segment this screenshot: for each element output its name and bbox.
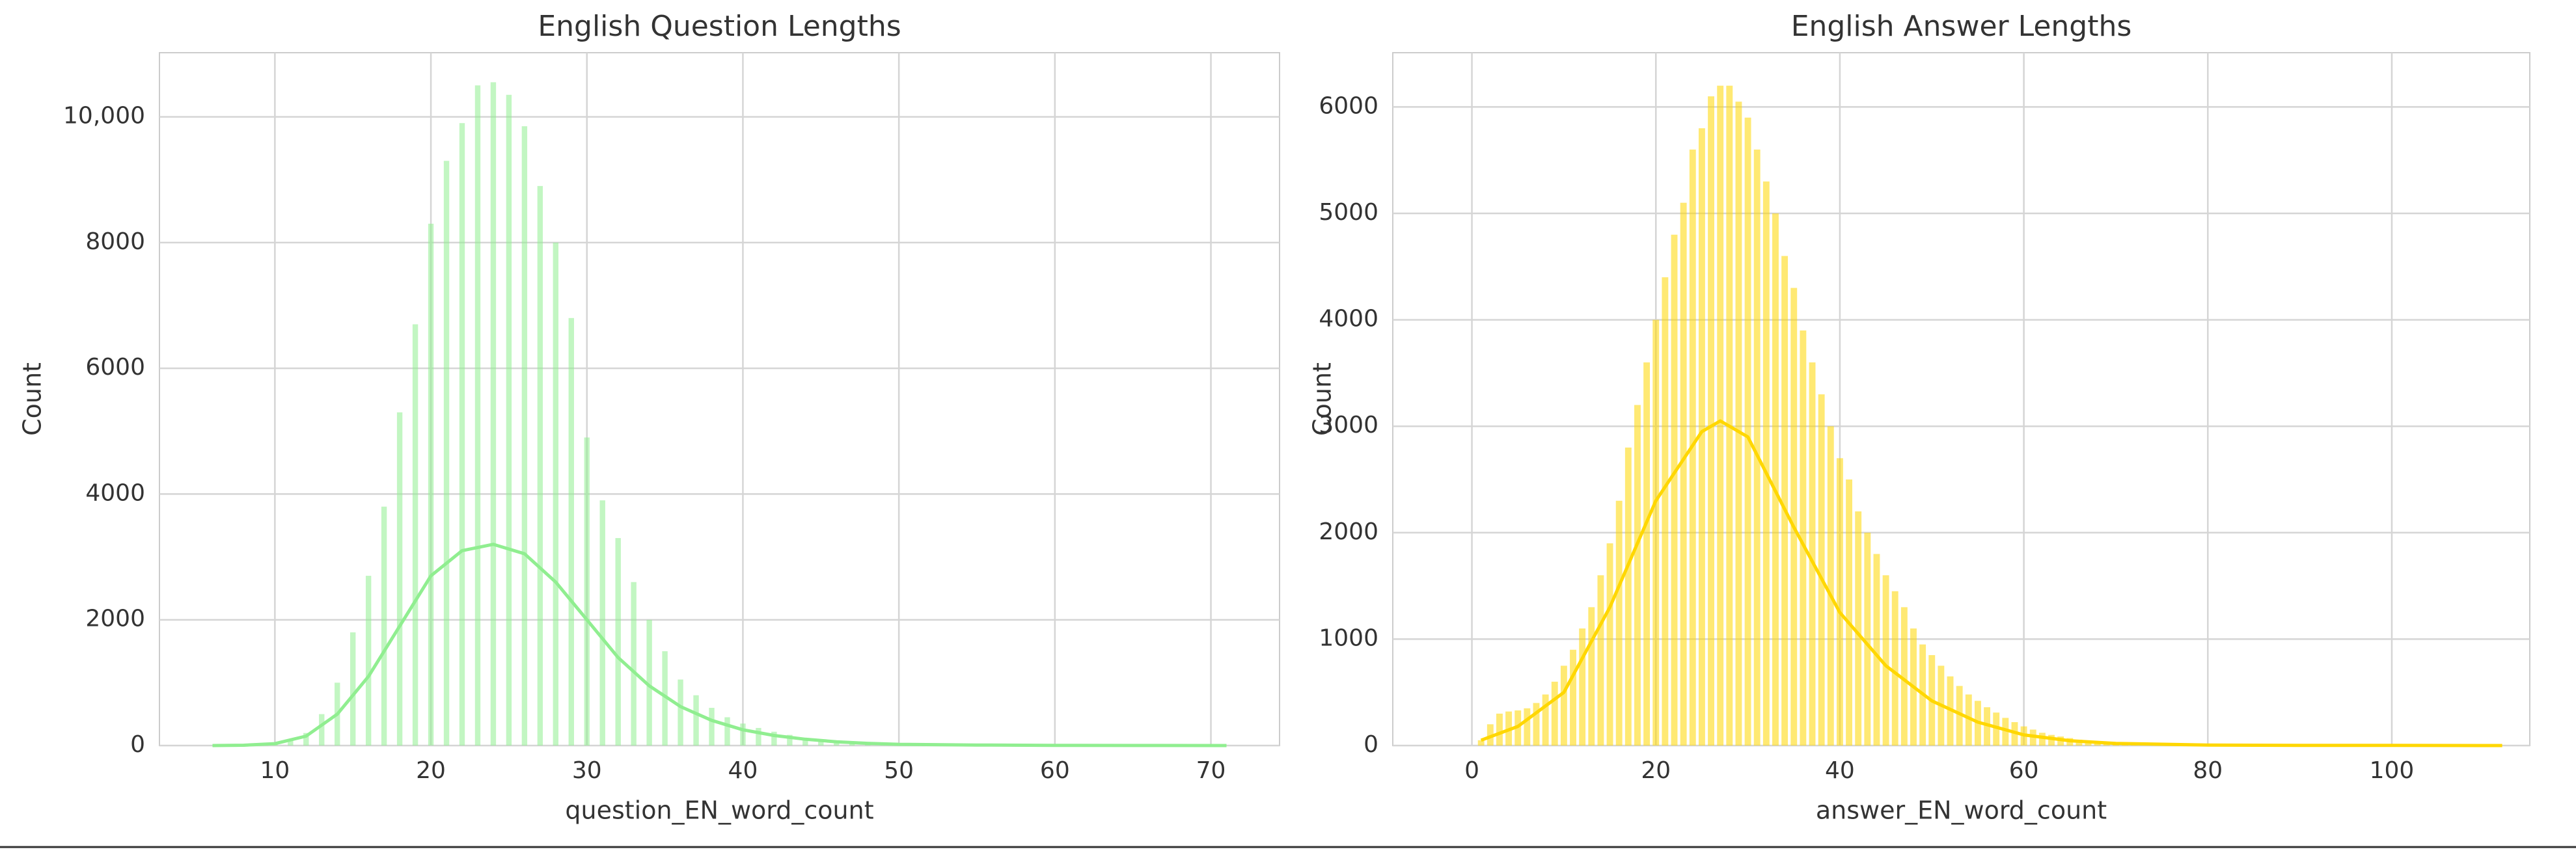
bar <box>2039 733 2046 746</box>
bar <box>1828 426 1834 746</box>
bar <box>1745 118 1751 746</box>
bar <box>319 714 324 746</box>
bar <box>366 576 371 746</box>
bar <box>1846 479 1852 746</box>
x-tick-label: 60 <box>2009 757 2039 784</box>
x-tick-label: 20 <box>1641 757 1671 784</box>
bar <box>506 95 512 746</box>
y-axis-label: Count <box>1308 362 1337 436</box>
bar <box>538 186 543 746</box>
y-tick-label: 5000 <box>1319 199 1378 226</box>
bar <box>1736 101 1742 746</box>
x-axis-label: question_EN_word_count <box>565 796 873 825</box>
bar <box>428 224 433 746</box>
y-tick-label: 4000 <box>1319 306 1378 332</box>
bar <box>1588 607 1595 746</box>
bar <box>678 680 683 746</box>
bar <box>1579 628 1585 746</box>
bar <box>413 324 418 746</box>
bar <box>381 507 387 746</box>
x-tick-label: 80 <box>2193 757 2223 784</box>
y-tick-label: 6000 <box>1319 92 1378 119</box>
bar <box>1708 96 1714 746</box>
bar <box>1874 554 1880 746</box>
bar <box>475 85 480 746</box>
bar <box>1496 714 1503 746</box>
y-axis-label: Count <box>18 362 47 436</box>
bar <box>1625 448 1632 746</box>
y-tick-label: 8000 <box>85 228 145 255</box>
bar <box>693 695 698 746</box>
x-tick-label: 30 <box>572 757 602 784</box>
bar <box>1892 591 1898 746</box>
bar <box>1717 86 1723 746</box>
bar <box>1634 405 1641 746</box>
chart: 10 20 30 40 50 60 70 0 2000 4000 6000 8000 10,000 Eng… <box>18 10 1280 825</box>
bar <box>600 500 605 746</box>
bar <box>709 708 714 746</box>
x-axis-label: answer_EN_word_count <box>1816 796 2107 825</box>
bar <box>1790 288 1797 746</box>
bar <box>1671 235 1678 746</box>
bar <box>584 437 590 746</box>
y-tick-label: 1000 <box>1319 625 1378 651</box>
bar <box>1855 511 1861 746</box>
bar <box>1726 86 1733 746</box>
bar <box>1552 682 1558 746</box>
y-tick-label: 2000 <box>85 606 145 632</box>
bar <box>1680 203 1687 746</box>
plot-area <box>159 53 1280 746</box>
bar <box>444 161 449 746</box>
bar <box>1837 458 1843 746</box>
x-tick-label: 70 <box>1196 757 1226 784</box>
x-tick-label: 60 <box>1040 757 1070 784</box>
x-tick-label: 10 <box>260 757 290 784</box>
bar <box>1818 394 1825 746</box>
bar <box>1662 277 1668 746</box>
bar <box>1643 362 1650 746</box>
bar <box>631 582 636 746</box>
bar <box>1763 182 1770 746</box>
y-tick-label: 4000 <box>85 479 145 506</box>
x-tick-label: 40 <box>1825 757 1855 784</box>
bar <box>569 318 574 746</box>
y-tick-label: 0 <box>130 731 145 758</box>
bar <box>1616 501 1623 746</box>
bar <box>1864 533 1870 746</box>
bar <box>756 728 761 746</box>
bar <box>1607 543 1613 746</box>
y-tick-label: 0 <box>1363 731 1378 758</box>
x-tick-label: 40 <box>728 757 758 784</box>
x-tick-label: 50 <box>884 757 914 784</box>
bar <box>616 538 621 746</box>
chart-title: English Answer Lengths <box>1791 10 2132 43</box>
bar <box>350 632 355 746</box>
bar <box>1542 694 1549 746</box>
y-tick-label: 10,000 <box>63 103 145 129</box>
x-tick-label: 20 <box>416 757 446 784</box>
bar <box>553 243 558 746</box>
y-tick-label: 2000 <box>1319 519 1378 545</box>
bar <box>1772 213 1779 746</box>
bar <box>1524 708 1530 746</box>
bar <box>491 82 496 746</box>
bar <box>724 718 730 746</box>
chart-title: English Question Lengths <box>538 10 901 43</box>
bar <box>1883 575 1889 746</box>
bar <box>522 126 527 746</box>
bar <box>740 723 745 746</box>
bar <box>459 123 465 746</box>
plot-area <box>1393 53 2530 746</box>
bar <box>397 412 402 746</box>
bar <box>1561 666 1567 746</box>
bar <box>1652 320 1659 746</box>
bar <box>1570 650 1576 746</box>
y-tick-label: 6000 <box>85 354 145 381</box>
x-tick-label: 0 <box>1464 757 1479 784</box>
x-tick-label: 100 <box>2370 757 2415 784</box>
bar <box>1781 256 1788 746</box>
bar <box>1597 575 1604 746</box>
